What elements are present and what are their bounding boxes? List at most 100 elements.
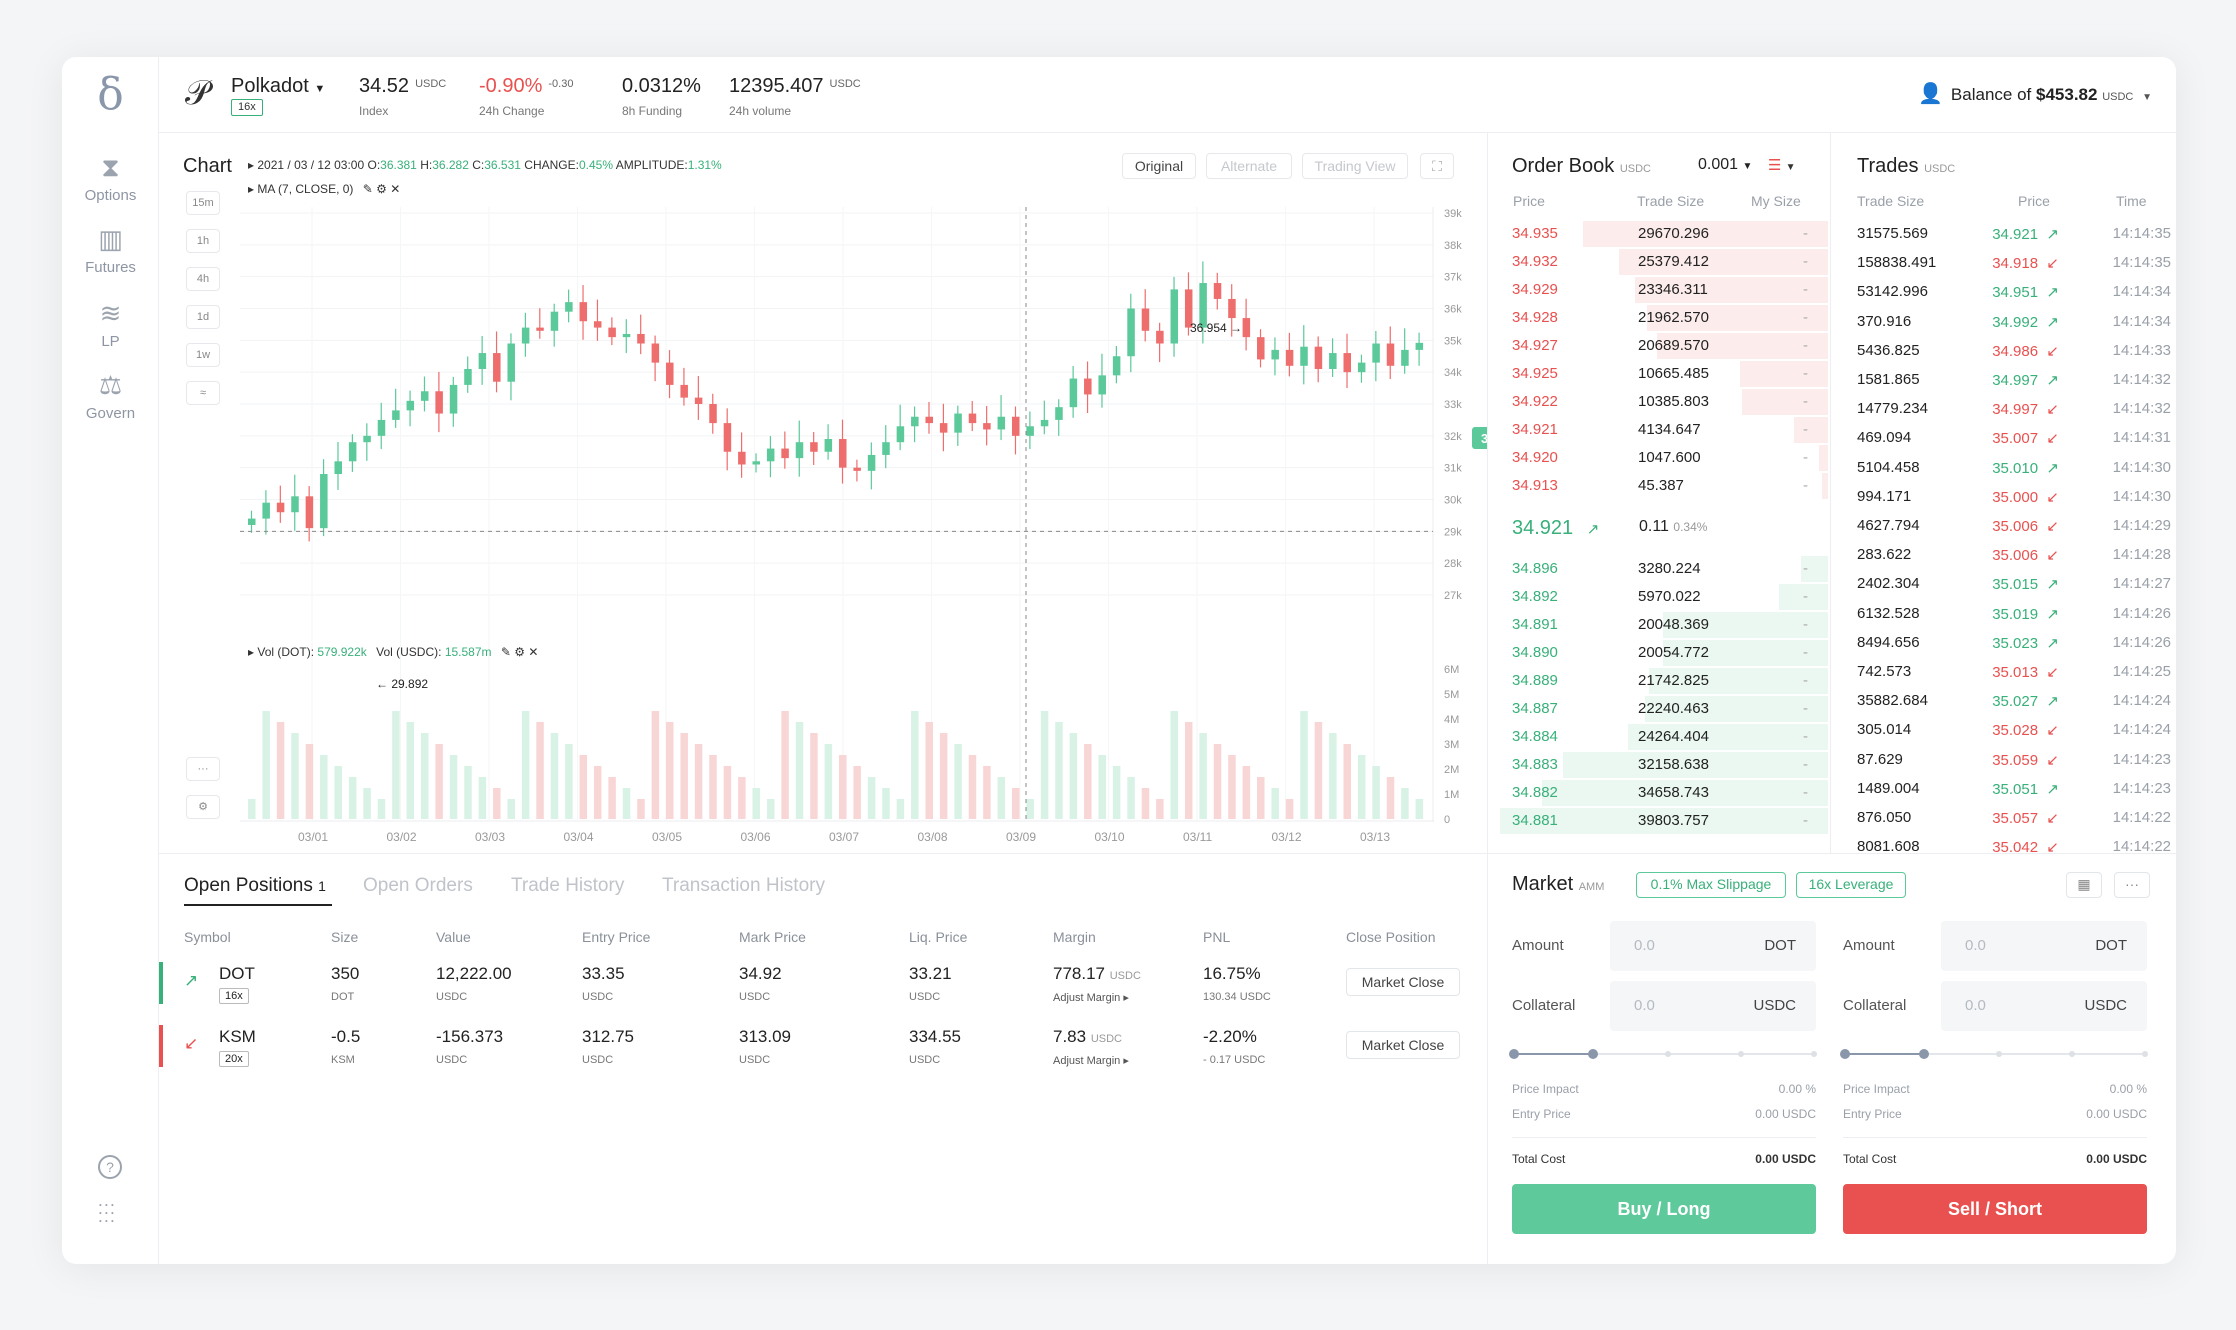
asset-selector[interactable]: Polkadot ▼ — [231, 75, 325, 98]
sell-collateral-input[interactable]: 0.0 USDC — [1941, 981, 2147, 1031]
sidebar-item-futures[interactable]: ▥ Futures — [62, 225, 159, 276]
position-leverage: 20x — [219, 1051, 249, 1067]
leverage-setting-badge[interactable]: 16x Leverage — [1796, 872, 1906, 898]
fullscreen-icon[interactable]: ⛶ — [1420, 153, 1454, 179]
orderbook-row[interactable]: 34.921 4134.647 - — [1488, 416, 1828, 444]
settings-icon[interactable]: ⚙ — [376, 182, 387, 196]
tab-open-orders[interactable]: Open Orders — [363, 875, 473, 896]
orderbook-row[interactable]: 34.882 34658.743 - — [1488, 779, 1828, 807]
chart-settings-icon[interactable]: ⚙ — [186, 795, 220, 819]
slider-handle[interactable] — [1919, 1049, 1929, 1059]
buy-leverage-slider[interactable] — [1514, 1053, 1814, 1055]
orderbook-row[interactable]: 34.922 10385.803 - — [1488, 388, 1828, 416]
sidebar-item-govern[interactable]: ⚖ Govern — [62, 371, 159, 422]
orderbook-row[interactable]: 34.890 20054.772 - — [1488, 639, 1828, 667]
candlestick-chart[interactable]: 39k 38k 37k 36k 35k 34k 33k 32k 31k 30k 29k 28k 27k 6… — [62, 57, 1487, 853]
orderbook-row[interactable]: 34.881 39803.757 - — [1488, 807, 1828, 835]
close-icon[interactable]: ✕ — [528, 645, 539, 659]
trade-price: 35.006 ↙ — [1992, 518, 2059, 535]
positions-count: 1 — [318, 878, 326, 894]
ob-my-size: - — [1803, 393, 1808, 410]
ob-size: 23346.311 — [1638, 281, 1708, 298]
volume-bar — [1040, 711, 1049, 819]
timeframe-1h[interactable]: 1h — [186, 229, 220, 253]
adjust-margin-link[interactable]: Adjust Margin ▸ — [1053, 1055, 1129, 1067]
volume-tick: 3M — [1444, 739, 1459, 751]
view-original-button[interactable]: Original — [1122, 153, 1196, 179]
orderbook-row[interactable]: 34.889 21742.825 - — [1488, 667, 1828, 695]
tab-transaction-history[interactable]: Transaction History — [662, 875, 825, 896]
tab-open-positions[interactable]: Open Positions 1 — [184, 875, 326, 897]
orderbook-row[interactable]: 34.929 23346.311 - — [1488, 276, 1828, 304]
indicator-wave-icon[interactable]: ≈ — [186, 381, 220, 405]
buy-amount-input[interactable]: 0.0 DOT — [1610, 921, 1816, 971]
adjust-margin-link[interactable]: Adjust Margin ▸ — [1053, 992, 1129, 1004]
trade-row: 1489.004 35.051 ↗ 14:14:23 — [1831, 775, 2171, 803]
buy-collateral-input[interactable]: 0.0 USDC — [1610, 981, 1816, 1031]
orderbook-row[interactable]: 34.884 24264.404 - — [1488, 723, 1828, 751]
market-close-button[interactable]: Market Close — [1346, 1031, 1460, 1059]
ob-my-size: - — [1803, 337, 1808, 354]
timeframe-1w[interactable]: 1w — [186, 343, 220, 367]
ohlc-c: 36.531 — [484, 158, 521, 172]
trade-time: 14:14:24 — [2112, 692, 2171, 710]
orderbook-row[interactable]: 34.891 20048.369 - — [1488, 611, 1828, 639]
col-value: Value — [436, 929, 471, 945]
timeframe-4h[interactable]: 4h — [186, 267, 220, 291]
sidebar-item-lp[interactable]: ≋ LP — [62, 299, 159, 350]
depth-bar — [1740, 361, 1828, 387]
volume-indicator[interactable]: ▸ Vol (DOT): 579.922k Vol (USDC): 15.587… — [248, 645, 538, 659]
orderbook-row[interactable]: 34.928 21962.570 - — [1488, 304, 1828, 332]
buy-long-button[interactable]: Buy / Long — [1512, 1184, 1816, 1234]
orderbook-row[interactable]: 34.932 25379.412 - — [1488, 248, 1828, 276]
sell-leverage-slider[interactable] — [1845, 1053, 2145, 1055]
ob-price: 34.927 — [1512, 337, 1558, 354]
trade-row: 4627.794 35.006 ↙ 14:14:29 — [1831, 512, 2171, 540]
candle-body — [320, 474, 328, 529]
trade-size: 876.050 — [1857, 809, 1912, 826]
position-pnl-sub: - 0.17 USDC — [1203, 1054, 1266, 1066]
timeframe-15m[interactable]: 15m — [186, 191, 220, 215]
orderbook-row[interactable]: 34.896 3280.224 - — [1488, 555, 1828, 583]
calculator-icon[interactable]: ▦ — [2066, 872, 2102, 898]
sell-amount-input[interactable]: 0.0 DOT — [1941, 921, 2147, 971]
orderbook-row[interactable]: 34.887 22240.463 - — [1488, 695, 1828, 723]
orderbook-row[interactable]: 34.925 10665.485 - — [1488, 360, 1828, 388]
ma-indicator[interactable]: ▸ MA (7, CLOSE, 0) ✎ ⚙ ✕ — [248, 182, 400, 196]
orderbook-row[interactable]: 34.920 1047.600 - — [1488, 444, 1828, 472]
edit-icon[interactable]: ✎ — [362, 182, 373, 196]
volume-bar — [435, 744, 443, 819]
date-tick: 03/12 — [1272, 830, 1302, 844]
candle-body — [1055, 407, 1063, 420]
view-alternate-button[interactable]: Alternate — [1206, 153, 1292, 179]
balance-menu[interactable]: 👤 Balance of $453.82 USDC ▼ — [1918, 81, 2152, 106]
sidebar-item-options[interactable]: ⧗ Options — [62, 153, 159, 204]
candle-body — [752, 461, 761, 465]
more-tools-button[interactable]: ··· — [186, 757, 220, 781]
slippage-badge[interactable]: 0.1% Max Slippage — [1636, 872, 1786, 898]
help-icon[interactable]: ? — [98, 1155, 122, 1179]
ob-size: 39803.757 — [1638, 812, 1709, 829]
step-selector[interactable]: 0.001 ▼ — [1698, 156, 1752, 174]
orderbook-row[interactable]: 34.892 5970.022 - — [1488, 583, 1828, 611]
book-view-selector[interactable]: ☰ ▼ — [1768, 156, 1796, 174]
orderbook-row[interactable]: 34.883 32158.638 - — [1488, 751, 1828, 779]
apps-grid-icon[interactable]: ∙∙∙ ∙∙∙ ∙∙∙ — [98, 1194, 117, 1230]
volume-unit: USDC — [829, 78, 861, 90]
entry-price-label: Entry Price — [1512, 1107, 1571, 1121]
market-close-button[interactable]: Market Close — [1346, 968, 1460, 996]
orderbook-row[interactable]: 34.935 29670.296 - — [1488, 220, 1828, 248]
close-icon[interactable]: ✕ — [390, 182, 401, 196]
orderbook-row[interactable]: 34.913 45.387 - — [1488, 472, 1828, 500]
slider-handle[interactable] — [1588, 1049, 1598, 1059]
timeframe-1d[interactable]: 1d — [186, 305, 220, 329]
edit-icon[interactable]: ✎ — [500, 645, 511, 659]
view-tradingview-button[interactable]: Trading View — [1302, 153, 1408, 179]
tab-trade-history[interactable]: Trade History — [511, 875, 625, 896]
more-options-button[interactable]: ··· — [2114, 872, 2150, 898]
position-entry-unit: USDC — [582, 991, 614, 1003]
settings-icon[interactable]: ⚙ — [514, 645, 526, 659]
orderbook-row[interactable]: 34.927 20689.570 - — [1488, 332, 1828, 360]
volume-bar — [1098, 755, 1106, 819]
sell-short-button[interactable]: Sell / Short — [1843, 1184, 2147, 1234]
